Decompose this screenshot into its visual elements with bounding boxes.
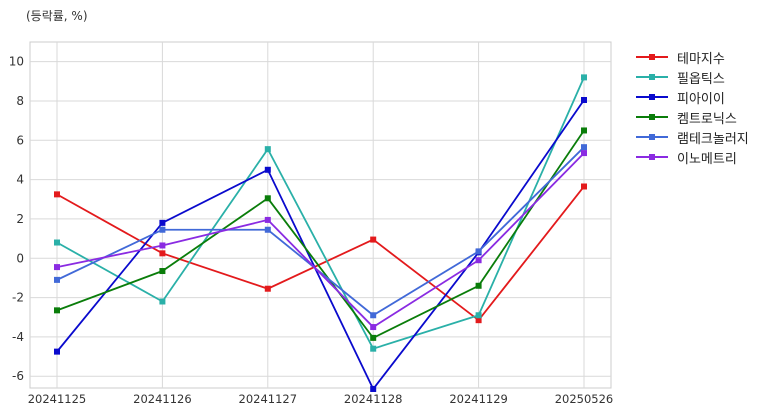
data-point — [475, 257, 482, 264]
data-point — [159, 268, 166, 275]
data-point — [54, 348, 60, 355]
data-point — [370, 324, 377, 331]
series-line — [56, 77, 585, 350]
data-point — [264, 195, 271, 202]
legend-label: 테마지수 — [677, 51, 725, 67]
legend-item: 이노메트리 — [636, 147, 749, 167]
data-point — [159, 219, 166, 226]
series-lines — [54, 74, 587, 392]
legend-swatch — [636, 111, 668, 123]
data-point — [370, 312, 377, 319]
data-point — [370, 334, 377, 341]
y-tick-label: 8 — [16, 94, 24, 108]
series-켐트로닉스 — [54, 127, 587, 341]
data-point — [159, 250, 166, 257]
legend-item: 켐트로닉스 — [636, 107, 749, 127]
series-line — [56, 185, 585, 322]
legend-swatch — [636, 91, 668, 103]
y-tick-label: -2 — [12, 291, 24, 305]
data-point — [581, 183, 587, 190]
data-point — [475, 282, 482, 289]
data-point — [264, 216, 271, 223]
data-point — [581, 127, 587, 134]
y-tick-label: 4 — [16, 173, 24, 187]
legend-label: 램테크놀러지 — [677, 131, 749, 147]
plot-area-border — [29, 41, 612, 389]
y-tick-label: 10 — [9, 55, 24, 69]
x-tick-label: 20241129 — [449, 392, 508, 406]
data-point — [370, 345, 377, 352]
axes: -6 -4 -2 0 2 4 6 8 10 20241125 20241126 20241127 202… — [9, 55, 614, 406]
data-point — [54, 264, 60, 271]
data-point — [264, 226, 271, 233]
legend-label: 필옵틱스 — [677, 71, 725, 87]
data-point — [581, 96, 587, 103]
data-point — [370, 385, 377, 392]
data-point — [475, 248, 482, 255]
data-point — [264, 166, 271, 173]
legend-item: 필옵틱스 — [636, 67, 749, 87]
y-tick-label: 0 — [16, 251, 24, 265]
data-point — [54, 239, 60, 246]
data-point — [475, 317, 482, 324]
legend-label: 피아이이 — [677, 91, 725, 107]
grid — [29, 41, 612, 389]
series-line — [56, 129, 585, 340]
data-point — [54, 307, 60, 314]
y-tick-label: 6 — [16, 133, 24, 147]
data-point — [581, 150, 587, 157]
data-point — [370, 236, 377, 243]
series-테마지수 — [54, 183, 587, 324]
legend-item: 테마지수 — [636, 47, 749, 67]
series-line — [56, 146, 585, 317]
y-unit-label: (등락률, %) — [26, 9, 88, 23]
data-point — [581, 144, 587, 151]
data-point — [264, 285, 271, 292]
x-tick-label: 20241127 — [239, 392, 298, 406]
data-point — [581, 74, 587, 81]
legend-swatch — [636, 131, 668, 143]
y-tick-label: -6 — [12, 369, 24, 383]
legend-label: 이노메트리 — [677, 151, 737, 167]
data-point — [475, 312, 482, 319]
y-tick-label: 2 — [16, 212, 24, 226]
data-point — [159, 226, 166, 233]
data-point — [159, 242, 166, 249]
series-필옵틱스 — [54, 74, 587, 352]
legend-swatch — [636, 151, 668, 163]
legend-swatch — [636, 51, 668, 63]
y-tick-label: -4 — [12, 330, 24, 344]
legend-item: 피아이이 — [636, 87, 749, 107]
data-point — [54, 276, 60, 283]
data-point — [54, 191, 60, 198]
legend-item: 램테크놀러지 — [636, 127, 749, 147]
legend-swatch — [636, 71, 668, 83]
data-point — [264, 146, 271, 153]
data-point — [159, 298, 166, 305]
x-tick-label: 20241128 — [344, 392, 403, 406]
legend-label: 켐트로닉스 — [677, 111, 737, 127]
series-line — [56, 152, 585, 329]
x-tick-label: 20241125 — [28, 392, 87, 406]
series-line — [56, 99, 585, 391]
x-tick-label: 20250526 — [555, 392, 614, 406]
series-이노메트리 — [54, 150, 587, 331]
x-tick-label: 20241126 — [133, 392, 192, 406]
